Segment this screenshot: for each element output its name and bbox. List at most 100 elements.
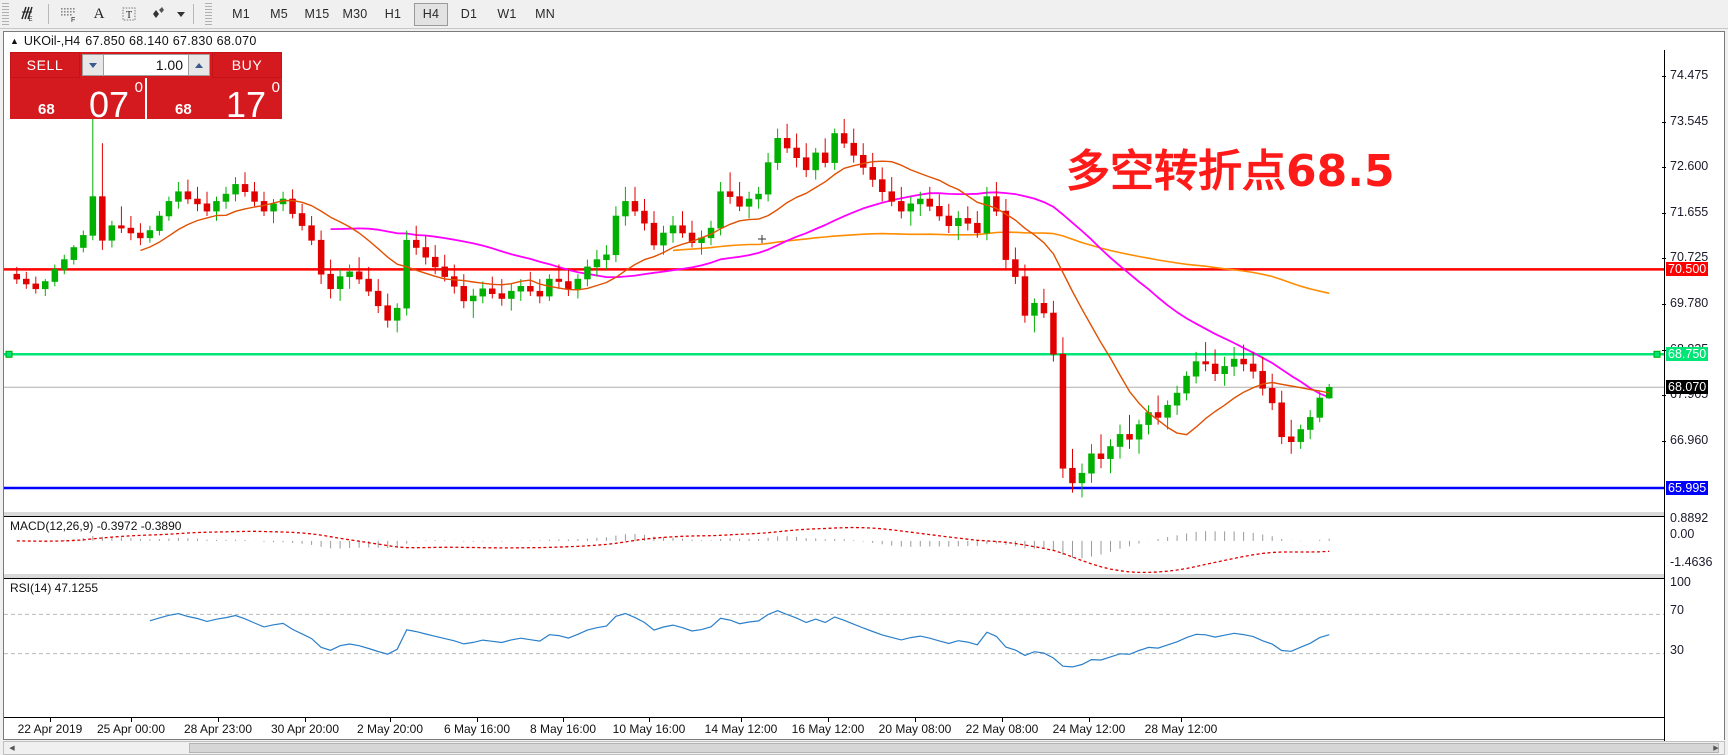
time-tick-mark <box>828 718 829 722</box>
pane-divider-macd[interactable] <box>4 512 1664 516</box>
time-tick-label: 22 Apr 2019 <box>17 722 83 736</box>
symbol-ohlc-bar: ▲ UKOil-,H4 67.850 68.140 67.830 68.070 <box>4 32 1724 50</box>
timeframe-button-mn[interactable]: MN <box>535 7 555 21</box>
chart-annotation-text[interactable]: 多空转折点68.5 <box>1066 146 1395 197</box>
text-icon[interactable]: A <box>93 5 105 22</box>
volume-increase-button[interactable] <box>188 54 210 76</box>
price-tick-label: 66.960 <box>1670 433 1709 448</box>
time-tick-mark <box>1002 718 1003 722</box>
time-tick-label: 14 May 12:00 <box>704 722 778 736</box>
macd-tick-label: 0.00 <box>1670 527 1695 541</box>
time-tick-mark <box>218 718 219 722</box>
shapes-icon[interactable] <box>144 1 174 27</box>
pane-divider-rsi[interactable] <box>4 574 1664 578</box>
sell-price-prefix: 68 <box>38 101 55 118</box>
time-tick-label: 30 Apr 20:00 <box>270 722 340 736</box>
grid-icon[interactable]: F <box>54 1 84 27</box>
trade-panel-price-row: 68 07 0 68 17 0 <box>10 78 282 123</box>
time-tick-label: 25 Apr 00:00 <box>96 722 166 736</box>
time-tick-mark <box>649 718 650 722</box>
rsi-chart <box>4 610 1664 668</box>
sell-price-display[interactable]: 68 07 0 <box>10 78 145 123</box>
price-tick-mark <box>1662 441 1666 443</box>
time-tick-mark <box>477 718 478 722</box>
time-tick-label: 8 May 16:00 <box>529 722 597 736</box>
buy-price-display[interactable]: 68 17 0 <box>147 78 282 123</box>
time-tick-label: 2 May 20:00 <box>356 722 424 736</box>
trade-panel-top-row: SELL 1.00 BUY <box>10 52 282 78</box>
price-axis[interactable]: 74.47573.54572.60071.65570.72569.78068.8… <box>1662 50 1724 741</box>
toolbar-grip[interactable] <box>2 3 9 25</box>
terminal-icon[interactable]: E <box>13 1 43 27</box>
resistance-level-badge[interactable]: 70.500 <box>1666 262 1709 277</box>
time-tick-mark <box>1089 718 1090 722</box>
rsi-tick-label: 30 <box>1670 643 1684 657</box>
main-toolbar: E F A T <box>0 0 1728 29</box>
price-tick-mark <box>1662 304 1666 306</box>
buy-price-big: 17 <box>225 84 266 125</box>
time-tick-label: 28 May 12:00 <box>1144 722 1218 736</box>
volume-decrease-button[interactable] <box>82 54 104 76</box>
chart-window[interactable]: ▲ UKOil-,H4 67.850 68.140 67.830 68.070 … <box>3 31 1725 741</box>
price-tick-mark <box>1662 121 1666 123</box>
rsi-pane[interactable]: RSI(14) 47.1255 <box>4 578 1664 700</box>
rsi-tick-label: 70 <box>1670 603 1684 617</box>
time-tick-label: 28 Apr 23:00 <box>183 722 253 736</box>
timeframe-button-m5[interactable]: M5 <box>270 7 288 21</box>
toolbar-separator <box>48 4 49 24</box>
time-tick-mark <box>305 718 306 722</box>
price-tick-label: 69.780 <box>1670 296 1709 311</box>
time-tick-mark <box>1181 718 1182 722</box>
price-pane[interactable] <box>4 50 1664 512</box>
price-tick-mark <box>1662 350 1666 352</box>
volume-input[interactable]: 1.00 <box>104 54 188 76</box>
time-tick-mark <box>50 718 51 722</box>
time-tick-mark <box>390 718 391 722</box>
buy-button[interactable]: BUY <box>212 52 282 78</box>
chart-ohlc-values: 67.850 68.140 67.830 68.070 <box>85 34 257 48</box>
time-tick-label: 24 May 12:00 <box>1052 722 1126 736</box>
price-tick-label: 72.600 <box>1670 159 1709 174</box>
price-tick-mark <box>1662 213 1666 215</box>
macd-tick-label: -1.4636 <box>1670 555 1713 569</box>
sell-price-big: 07 <box>88 84 129 125</box>
timeframe-button-m30[interactable]: M30 <box>342 7 368 21</box>
time-tick-label: 10 May 16:00 <box>612 722 686 736</box>
macd-pane[interactable]: MACD(12,26,9) -0.3972 -0.3890 <box>4 516 1664 578</box>
macd-indicator-label: MACD(12,26,9) -0.3972 -0.3890 <box>10 519 182 533</box>
timeframe-button-w1[interactable]: W1 <box>497 7 517 21</box>
time-tick-mark <box>563 718 564 722</box>
scroll-left-icon[interactable]: ◀ <box>9 744 15 752</box>
time-tick-mark <box>131 718 132 722</box>
price-tick-mark <box>1662 167 1666 169</box>
timeframe-button-h1[interactable]: H1 <box>384 7 402 21</box>
time-tick-label: 22 May 08:00 <box>965 722 1039 736</box>
scrollbar-thumb[interactable] <box>189 743 1719 753</box>
svg-text:T: T <box>126 10 132 21</box>
time-tick-label: 20 May 08:00 <box>878 722 952 736</box>
shapes-dropdown-icon[interactable] <box>174 1 188 27</box>
pivot-level-badge[interactable]: 68.750 <box>1666 347 1709 362</box>
timeframe-button-d1[interactable]: D1 <box>460 7 478 21</box>
scroll-right-icon[interactable]: ▶ <box>1713 744 1719 752</box>
price-tick-label: 70.725 <box>1670 250 1709 265</box>
price-tick-mark <box>1662 395 1666 397</box>
last-price-badge[interactable]: 68.070 <box>1666 380 1709 395</box>
one-click-trading-panel[interactable]: SELL 1.00 BUY 68 07 0 <box>10 52 282 123</box>
price-tick-mark <box>1662 258 1666 260</box>
time-tick-label: 16 May 12:00 <box>791 722 865 736</box>
label-icon[interactable]: T <box>114 1 144 27</box>
collapse-icon[interactable]: ▲ <box>10 36 19 46</box>
sell-button[interactable]: SELL <box>10 52 80 78</box>
support-level-badge[interactable]: 65.995 <box>1666 480 1709 495</box>
time-axis[interactable]: 22 Apr 2019 25 Apr 00:00 28 Apr 23:00 30 Ap… <box>4 717 1664 739</box>
timeframe-button-m1[interactable]: M1 <box>232 7 250 21</box>
volume-control: 1.00 <box>80 52 212 78</box>
horizontal-scrollbar[interactable]: ◀ ▶ <box>3 741 1725 755</box>
timeframe-button-m15[interactable]: M15 <box>304 7 330 21</box>
timeframe-button-h4[interactable]: H4 <box>414 2 448 26</box>
price-tick-mark <box>1662 76 1666 78</box>
chart-symbol-label: UKOil-,H4 <box>23 34 81 48</box>
timeframe-grip[interactable] <box>205 3 212 25</box>
